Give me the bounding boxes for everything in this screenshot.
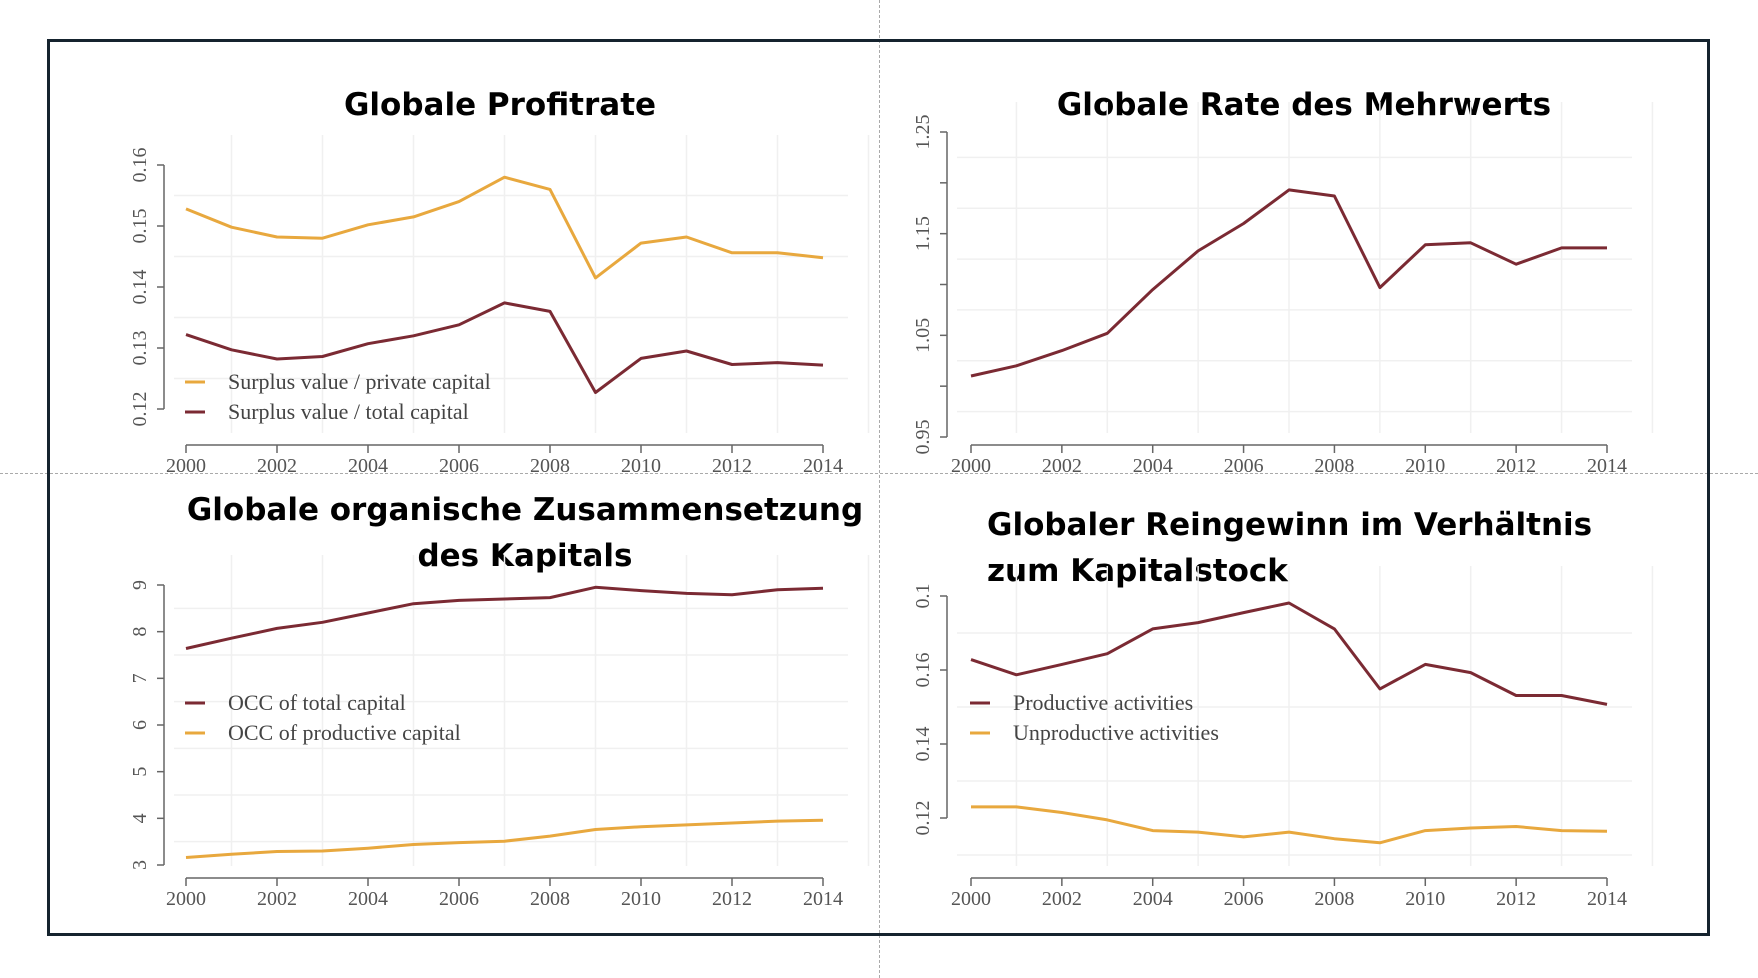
x-tick-label: 2012	[1496, 455, 1536, 477]
x-tick-label: 2008	[1314, 455, 1354, 477]
y-tick-label: 1.25	[912, 115, 934, 150]
x-tick-label: 2008	[1314, 888, 1354, 910]
series-line-1	[185, 301, 824, 394]
y-tick-label: 3	[129, 860, 151, 870]
y-tick-label: 0.16	[912, 653, 934, 688]
chart-title-reingewinn-line1: Globaler Reingewinn im Verhältnis	[987, 507, 1593, 543]
slide-frame	[47, 39, 1710, 936]
x-tick-label: 2014	[803, 888, 843, 910]
chart-title-reingewinn: Globaler Reingewinn im Verhältnis zum Ka…	[987, 502, 1592, 594]
legend-label: OCC of productive capital	[228, 720, 461, 745]
y-tick-label: 9	[129, 580, 151, 590]
x-tick-label: 2002	[257, 455, 297, 477]
y-tick-label: 0.13	[129, 331, 151, 366]
x-tick-label: 2002	[257, 888, 297, 910]
y-tick-label: 0.14	[129, 270, 151, 305]
y-tick-label: 1.05	[912, 318, 934, 353]
series-line-0	[970, 188, 1607, 378]
y-tick-label: 5	[129, 767, 151, 777]
y-tick-label: 1.15	[912, 216, 934, 251]
x-tick-label: 2004	[348, 888, 388, 910]
y-tick-label: 8	[129, 627, 151, 637]
x-tick-label: 2004	[348, 455, 388, 477]
series-line-1	[971, 805, 1608, 845]
y-tick-label: 0.16	[129, 148, 151, 183]
chart-title-occ-line2: des Kapitals	[417, 538, 633, 574]
series-line-0	[970, 601, 1608, 706]
divider-vertical	[879, 0, 880, 978]
series-line-0	[185, 585, 824, 650]
legend-label: Surplus value / total capital	[228, 399, 469, 424]
legend-label: Productive activities	[1013, 690, 1193, 715]
x-tick-label: 2002	[1042, 888, 1082, 910]
y-tick-label: 0.95	[912, 420, 934, 455]
chart-0: 0.12 0.13 0.14 0.15 0.16 2000 2002 2004 2006 2008…	[129, 135, 870, 477]
x-tick-label: 2008	[530, 888, 570, 910]
chart-title-mehrwert: Globale Rate des Mehrwerts	[1056, 87, 1552, 123]
x-tick-label: 2010	[1405, 888, 1445, 910]
y-tick-label: 4	[129, 813, 151, 823]
x-tick-label: 2000	[166, 455, 206, 477]
y-tick-label: 6	[129, 720, 151, 730]
y-tick-label: 0.14	[912, 727, 934, 762]
series-line-0	[185, 175, 824, 280]
chart-title-occ: Globale organische Zusammensetzung des K…	[187, 487, 863, 579]
chart-title-occ-line1: Globale organische Zusammensetzung	[186, 492, 864, 528]
x-tick-label: 2004	[1133, 888, 1173, 910]
x-tick-label: 2006	[1224, 455, 1264, 477]
x-tick-label: 2006	[439, 888, 479, 910]
chart-2: 3 4 5 6 7 8 9 2000 2002 2004 2006 2008 2010 2012 2014 O…	[129, 555, 870, 910]
x-tick-label: 2012	[712, 455, 752, 477]
x-tick-label: 2014	[1587, 455, 1627, 477]
x-tick-label: 2000	[951, 455, 991, 477]
x-tick-label: 2000	[166, 888, 206, 910]
chart-title-profitrate: Globale Profitrate	[343, 87, 657, 123]
legend-label: Surplus value / private capital	[228, 369, 491, 394]
y-tick-label: 0.12	[912, 801, 934, 836]
x-tick-label: 2006	[439, 455, 479, 477]
chart-3: 0.12 0.14 0.16 0.1 2000 2002 2004 2006 2008 2010 2…	[912, 566, 1654, 910]
x-tick-label: 2010	[621, 888, 661, 910]
y-tick-label: 7	[129, 673, 151, 683]
x-tick-label: 2012	[1496, 888, 1536, 910]
x-tick-label: 2006	[1224, 888, 1264, 910]
y-tick-label: 0.12	[129, 392, 151, 427]
x-tick-label: 2010	[621, 455, 661, 477]
x-tick-label: 2010	[1405, 455, 1445, 477]
x-tick-label: 2000	[951, 888, 991, 910]
chart-title-reingewinn-line2: zum Kapitalstock	[987, 553, 1288, 589]
x-tick-label: 2014	[1587, 888, 1627, 910]
x-tick-label: 2008	[530, 455, 570, 477]
x-tick-label: 2012	[712, 888, 752, 910]
legend-label: Unproductive activities	[1013, 720, 1219, 745]
y-tick-label: 0.1	[912, 584, 934, 609]
chart-1: 0.95 1.05 1.15 1.25 2000 2002 2004 2006 2008 2010…	[912, 102, 1654, 477]
x-tick-label: 2002	[1042, 455, 1082, 477]
y-tick-label: 0.15	[129, 209, 151, 244]
legend-label: OCC of total capital	[228, 690, 406, 715]
divider-horizontal	[0, 473, 1758, 474]
x-tick-label: 2004	[1133, 455, 1173, 477]
x-tick-label: 2014	[803, 455, 843, 477]
series-line-1	[185, 818, 824, 859]
